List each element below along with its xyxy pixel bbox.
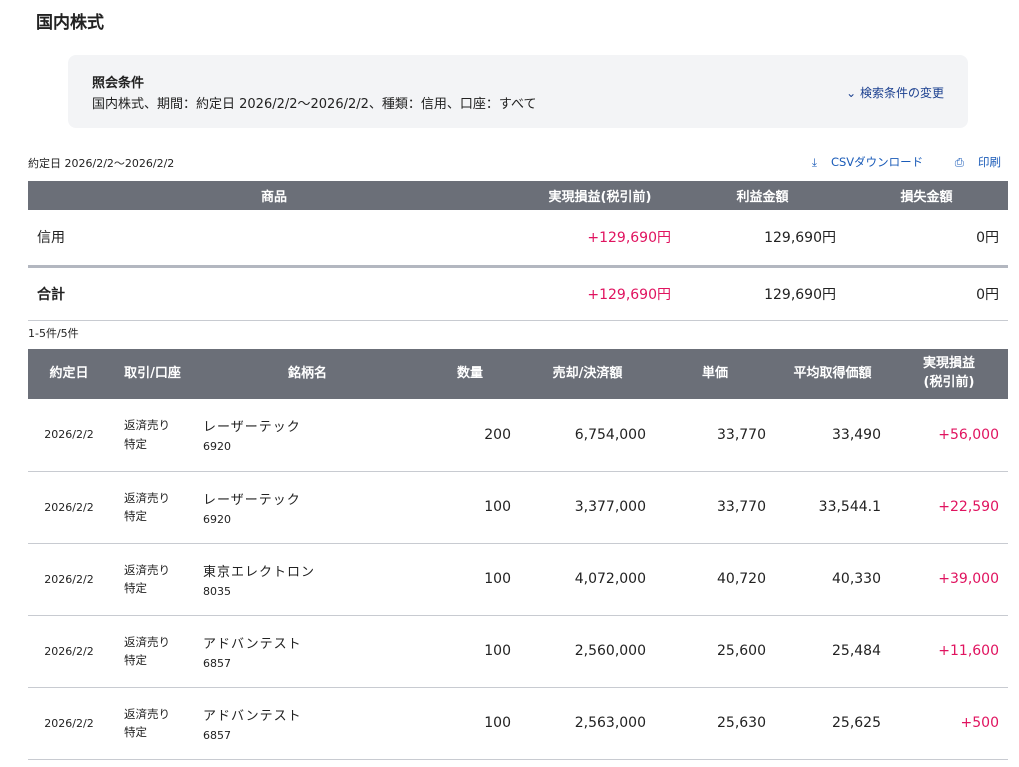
stock-name: アドバンテスト [203, 708, 302, 724]
table-row: 2026/2/2 返済売り特定 レーザーテック 6920 200 6,754,00… [28, 399, 1008, 472]
result-count: 1-5件/5件 [28, 327, 79, 340]
quantity: 200 [420, 399, 520, 472]
settlement-amount: 6,754,000 [520, 399, 655, 472]
table-row: 2026/2/2 返済売り特定 アドバンテスト 6857 100 2,560,00… [28, 615, 1008, 688]
summary-row-total: 合計 +129,690円 129,690円 0円 [28, 266, 1008, 321]
trade-date: 2026/2/2 [28, 543, 110, 616]
realized-pl: +11,600 [890, 615, 1008, 688]
realized-pl: +22,590 [890, 471, 1008, 544]
col-price: 単価 [655, 349, 775, 399]
csv-download-link[interactable]: ⤓ CSVダウンロード [811, 155, 924, 169]
stock-code: 6857 [203, 728, 231, 742]
col-pl: 実現損益 (税引前) [890, 349, 1008, 399]
average-cost: 33,490 [775, 399, 890, 472]
change-conditions-link[interactable]: ⌄ 検索条件の変更 [846, 86, 944, 100]
date-range: 約定日 2026/2/2〜2026/2/2 [28, 157, 175, 170]
summary-table: 商品 実現損益(税引前) 利益金額 損失金額 信用 +129,690円 129,… [28, 181, 1008, 321]
trade-date: 2026/2/2 [28, 399, 110, 472]
average-cost: 40,330 [775, 543, 890, 616]
account-type: 特定 [124, 653, 147, 667]
printer-icon: ⎙ [954, 155, 964, 169]
col-date: 約定日 [28, 349, 110, 399]
average-cost: 25,625 [775, 687, 890, 760]
stock-code: 8035 [203, 584, 231, 598]
average-cost: 25,484 [775, 615, 890, 688]
stock-code: 6920 [203, 512, 231, 526]
download-icon: ⤓ [811, 155, 817, 169]
unit-price: 33,770 [655, 471, 775, 544]
quantity: 100 [420, 471, 520, 544]
col-avg: 平均取得価額 [775, 349, 890, 399]
stock-name: 東京エレクトロン [203, 564, 316, 580]
col-qty: 数量 [420, 349, 520, 399]
col-trade: 取引/口座 [110, 349, 195, 399]
unit-price: 33,770 [655, 399, 775, 472]
col-loss: 損失金額 [845, 181, 1008, 210]
unit-price: 25,600 [655, 615, 775, 688]
average-cost: 33,544.1 [775, 471, 890, 544]
realized-pl: +56,000 [890, 399, 1008, 472]
realized-pl: +39,000 [890, 543, 1008, 616]
col-amount: 売却/決済額 [520, 349, 655, 399]
trade-date: 2026/2/2 [28, 615, 110, 688]
settlement-amount: 4,072,000 [520, 543, 655, 616]
col-product: 商品 [28, 181, 520, 210]
query-conditions-panel: 照会条件 国内株式、期間：約定日 2026/2/2〜2026/2/2、種類：信用… [68, 55, 968, 128]
account-type: 特定 [124, 509, 147, 523]
col-realized: 実現損益(税引前) [520, 181, 680, 210]
trade-type: 返済売り [124, 490, 170, 505]
trade-type: 返済売り [124, 562, 170, 577]
quantity: 100 [420, 543, 520, 616]
print-link[interactable]: ⎙ 印刷 [954, 155, 1001, 169]
conditions-text: 国内株式、期間：約定日 2026/2/2〜2026/2/2、種類：信用、口座：す… [92, 97, 537, 112]
stock-name: アドバンテスト [203, 636, 302, 652]
chevron-down-icon: ⌄ [846, 86, 857, 100]
quantity: 100 [420, 615, 520, 688]
stock-name: レーザーテック [203, 420, 301, 436]
table-row: 2026/2/2 返済売り特定 東京エレクトロン 8035 100 4,072,0… [28, 543, 1008, 616]
unit-price: 25,630 [655, 687, 775, 760]
trade-type: 返済売り [124, 418, 170, 433]
summary-row-margin: 信用 +129,690円 129,690円 0円 [28, 210, 1008, 268]
account-type: 特定 [124, 436, 147, 451]
table-row: 2026/2/2 返済売り特定 レーザーテック 6920 100 3,377,00… [28, 471, 1008, 544]
col-name: 銘柄名 [195, 349, 420, 399]
stock-code: 6857 [203, 656, 231, 670]
trade-date: 2026/2/2 [28, 471, 110, 544]
trade-type: 返済売り [124, 634, 170, 649]
unit-price: 40,720 [655, 543, 775, 616]
trade-type: 返済売り [124, 706, 170, 721]
stock-code: 6920 [203, 440, 231, 454]
account-type: 特定 [124, 581, 147, 595]
conditions-heading: 照会条件 [92, 76, 145, 91]
settlement-amount: 2,563,000 [520, 687, 655, 760]
table-row: 2026/2/2 返済売り特定 アドバンテスト 6857 100 2,563,00… [28, 687, 1008, 760]
settlement-amount: 3,377,000 [520, 471, 655, 544]
stock-name: レーザーテック [203, 492, 301, 508]
settlement-amount: 2,560,000 [520, 615, 655, 688]
realized-pl: +500 [890, 687, 1008, 760]
trade-date: 2026/2/2 [28, 687, 110, 760]
page-title: 国内株式 [36, 13, 104, 33]
quantity: 100 [420, 687, 520, 760]
account-type: 特定 [124, 725, 147, 739]
details-table: 約定日 取引/口座 銘柄名 数量 売却/決済額 単価 平均取得価額 実現損益 (税… [28, 349, 1008, 760]
col-profit: 利益金額 [680, 181, 845, 210]
